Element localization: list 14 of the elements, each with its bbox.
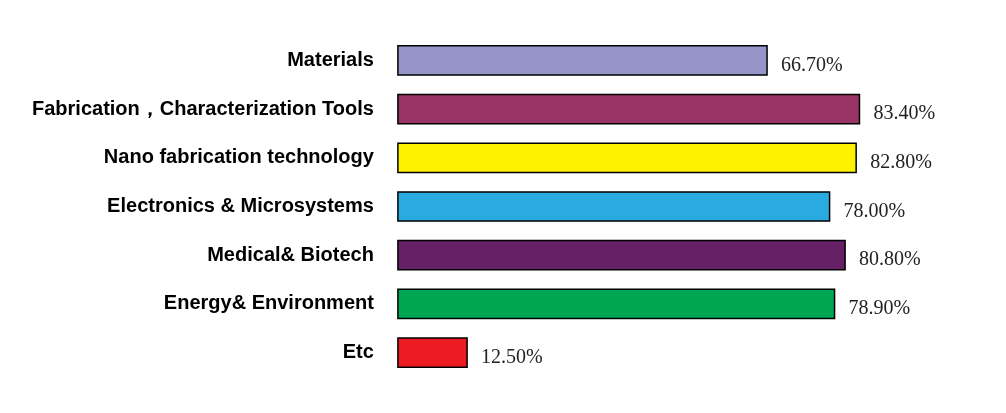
y-tick-label: Energy& Environment — [163, 291, 375, 314]
y-tick-label: Nano fabrication technology — [103, 145, 375, 168]
y-tick-label: Medical& Biotech — [207, 242, 374, 265]
y-tick-label: Fabrication，Characterization Tools — [32, 96, 374, 119]
data-label: 82.80% — [870, 150, 932, 173]
data-label: 83.40% — [873, 101, 936, 124]
data-label: 78.00% — [843, 198, 906, 221]
data-label: 12.50% — [481, 344, 543, 367]
data-label: 80.80% — [859, 247, 921, 270]
data-label: 78.90% — [848, 296, 911, 319]
y-tick-label: Etc — [342, 340, 374, 363]
y-tick-label: Materials — [287, 47, 374, 70]
data-label: 66.70% — [781, 52, 843, 75]
y-tick-label: Electronics & Microsystems — [107, 194, 374, 217]
